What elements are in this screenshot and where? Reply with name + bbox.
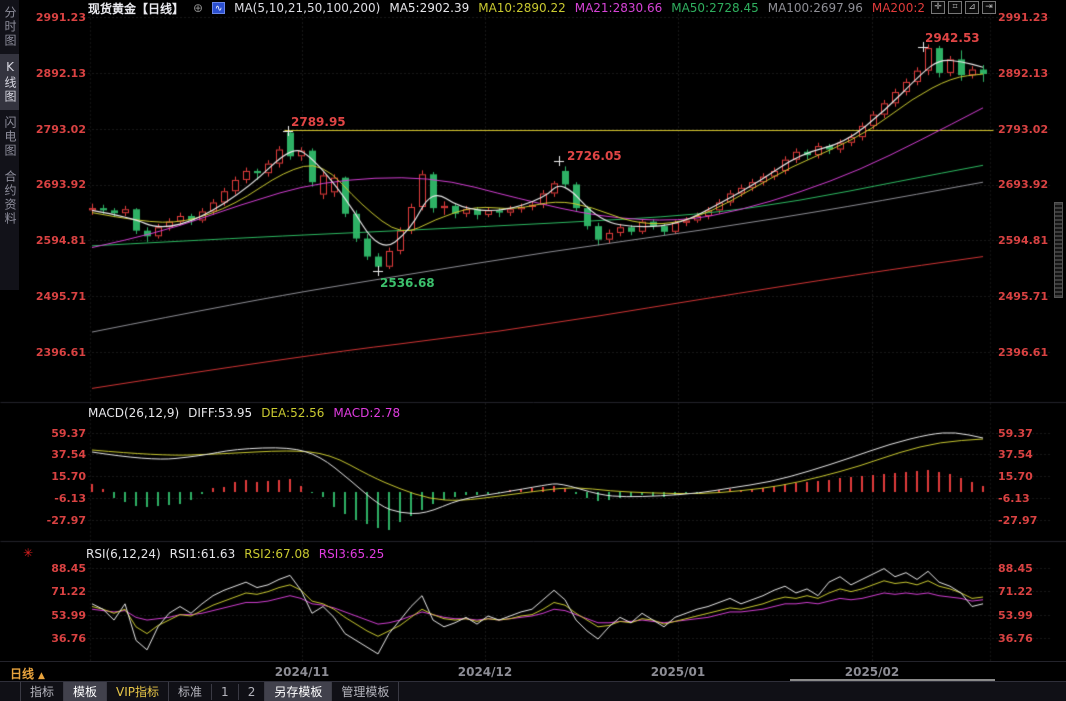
macd-axis-label: -27.97 <box>998 514 1038 527</box>
price-axis-label: 2892.13 <box>35 67 86 80</box>
price-axis-label: 2495.71 <box>35 290 86 303</box>
ma-group-label: MA(5,10,21,50,100,200) <box>234 1 381 15</box>
rsi-axis-label: 88.45 <box>51 562 86 575</box>
ma10-value: MA10:2890.22 <box>478 1 566 15</box>
macd-header: MACD(26,12,9) DIFF:53.95 DEA:52.56 MACD:… <box>88 406 400 420</box>
date-axis: 日线 ▲ 2024/11 2024/12 2025/01 2025/02 <box>0 661 1066 681</box>
indicator-icon[interactable]: ∿ <box>212 2 226 14</box>
price-axis-label: 2594.81 <box>998 234 1049 247</box>
macd-axis-label: -6.13 <box>54 492 86 505</box>
scale-icon[interactable]: ⊿ <box>965 1 979 14</box>
circle-plus-icon[interactable]: ⊕ <box>193 1 204 15</box>
rsi1-value: RSI1:61.63 <box>169 547 236 561</box>
chart-header: 现货黄金【日线】 ⊕ ∿ MA(5,10,21,50,100,200) MA5:… <box>88 1 926 16</box>
price-annotation: 2726.05 <box>567 149 622 163</box>
rsi-axis-label: 71.22 <box>998 585 1033 598</box>
price-axis-label: 2991.23 <box>35 11 86 24</box>
tab-standard[interactable]: 标准 <box>168 682 211 701</box>
ma200-value: MA200:2 <box>871 1 926 15</box>
sidebar-item-flash-chart[interactable]: 闪电图 <box>3 116 17 158</box>
price-axis-label: 2991.23 <box>998 11 1049 24</box>
macd-diff-value: DIFF:53.95 <box>188 406 253 420</box>
macd-axis-label: -6.13 <box>998 492 1030 505</box>
month-label: 2025/01 <box>650 665 706 679</box>
jump-latest-icon[interactable]: ⇥ <box>982 1 996 14</box>
sidebar-item-time-chart[interactable]: 分时图 <box>3 6 17 48</box>
macd-name: MACD(26,12,9) <box>88 406 180 420</box>
bottom-toolbar: 指标 模板 VIP指标 标准 1 2 另存模板 管理模板 <box>0 681 1066 701</box>
price-axis-label: 2793.02 <box>35 123 86 136</box>
sidebar-item-contract-info[interactable]: 合约资料 <box>3 170 17 226</box>
tab-2[interactable]: 2 <box>237 683 265 700</box>
ma50-value: MA50:2728.45 <box>671 1 759 15</box>
price-axis-label: 2396.61 <box>998 346 1049 359</box>
ma5-value: MA5:2902.39 <box>389 1 470 15</box>
rsi-axis-label: 71.22 <box>51 585 86 598</box>
macd-axis-label: -27.97 <box>46 514 86 527</box>
price-axis-label: 2892.13 <box>998 67 1049 80</box>
month-label: 2024/11 <box>274 665 330 679</box>
price-axis-label: 2693.92 <box>998 178 1049 191</box>
rsi-axis-label: 53.99 <box>51 609 86 622</box>
chart-toolbar-icons: ✛ ⌗ ⊿ ⇥ <box>931 1 996 14</box>
price-axis-label: 2594.81 <box>35 234 86 247</box>
rsi-axis-label: 36.76 <box>51 632 86 645</box>
tab-save-template[interactable]: 另存模板 <box>264 682 332 701</box>
macd-axis-label: 37.54 <box>998 448 1033 461</box>
indicator-marker-icon[interactable]: ✳ <box>23 546 34 560</box>
tab-1[interactable]: 1 <box>211 683 238 700</box>
month-label: 2024/12 <box>457 665 513 679</box>
rsi-header: RSI(6,12,24) RSI1:61.63 RSI2:67.08 RSI3:… <box>86 547 384 561</box>
vertical-scrollbar[interactable] <box>1054 202 1063 298</box>
macd-axis-label: 59.37 <box>998 427 1033 440</box>
rsi-axis-label: 36.76 <box>998 632 1033 645</box>
rsi-axis-label: 88.45 <box>998 562 1033 575</box>
price-axis-label: 2396.61 <box>35 346 86 359</box>
sidebar-item-kline-chart[interactable]: K线图 <box>0 54 19 110</box>
pan-icon[interactable]: ✛ <box>931 1 945 14</box>
macd-axis-label: 37.54 <box>51 448 86 461</box>
rsi-axis-label: 53.99 <box>998 609 1033 622</box>
price-annotation: 2789.95 <box>291 115 346 129</box>
period-selector[interactable]: 日线 ▲ <box>10 667 45 681</box>
macd-dea-value: DEA:52.56 <box>261 406 325 420</box>
ma100-value: MA100:2697.96 <box>767 1 863 15</box>
chevron-up-icon: ▲ <box>38 671 45 681</box>
price-annotation: 2942.53 <box>925 31 980 45</box>
price-axis-label: 2495.71 <box>998 290 1049 303</box>
tab-manage-templates[interactable]: 管理模板 <box>331 682 400 701</box>
price-axis-label: 2793.02 <box>998 123 1049 136</box>
rsi2-value: RSI2:67.08 <box>244 547 310 561</box>
macd-macd-value: MACD:2.78 <box>333 406 401 420</box>
left-sidebar: 分时图 K线图 闪电图 合约资料 <box>0 0 19 290</box>
price-axis-label: 2693.92 <box>35 178 86 191</box>
tab-indicators[interactable]: 指标 <box>20 682 63 701</box>
tab-vip-indicators[interactable]: VIP指标 <box>106 682 168 701</box>
month-label: 2025/02 <box>844 665 900 679</box>
rsi-name: RSI(6,12,24) <box>86 547 161 561</box>
macd-axis-label: 15.70 <box>998 470 1033 483</box>
macd-axis-label: 59.37 <box>51 427 86 440</box>
rsi3-value: RSI3:65.25 <box>318 547 385 561</box>
macd-axis-label: 15.70 <box>51 470 86 483</box>
ma21-value: MA21:2830.66 <box>574 1 663 15</box>
price-annotation: 2536.68 <box>380 276 435 290</box>
instrument-title: 现货黄金【日线】 <box>88 1 185 16</box>
grid-layout-icon[interactable]: ⌗ <box>948 1 962 14</box>
horizontal-scrollbar[interactable] <box>790 679 995 681</box>
tab-templates[interactable]: 模板 <box>63 682 107 701</box>
